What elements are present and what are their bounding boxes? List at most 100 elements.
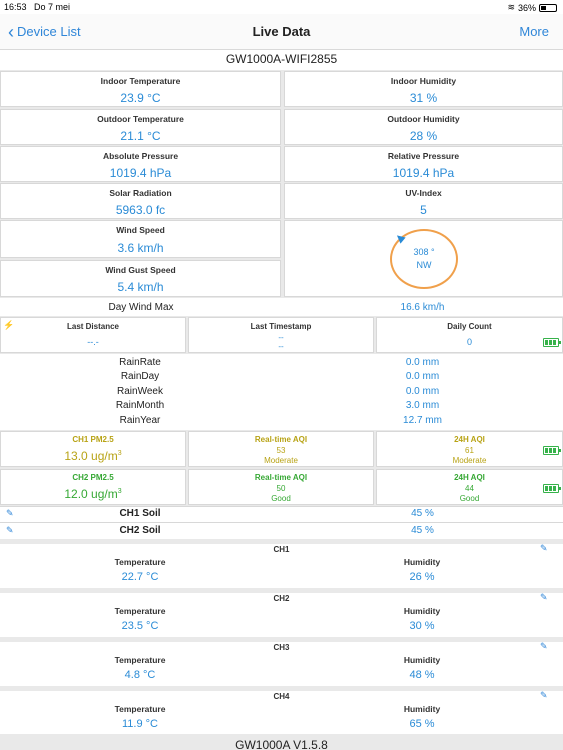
relative-pressure-cell: Relative Pressure 1019.4 hPa [284, 146, 563, 182]
label: Daily Count [447, 322, 492, 331]
firmware-version: GW1000A V1.5.8 [235, 738, 328, 750]
footer-background [0, 734, 563, 750]
rain-day-label: RainDay [120, 371, 160, 382]
value: 12.0 ug/m3 [1, 487, 185, 501]
humidity-value: 26 % [409, 571, 435, 583]
last-distance-cell: Last Distance --.- [0, 317, 186, 353]
divider [0, 522, 563, 523]
battery-percent: 36% [517, 2, 536, 13]
temperature-label: Temperature [114, 557, 166, 567]
label: Last Distance [66, 322, 120, 331]
battery-icon [543, 484, 561, 493]
temperature-label: Temperature [114, 655, 166, 665]
temperature-label: Temperature [114, 606, 166, 616]
ch2-24h-aqi-cell: 24H AQI 44 Good [376, 469, 563, 505]
back-label: Device List [17, 24, 81, 39]
indoor-temperature-cell: Indoor Temperature 23.9 °C [0, 71, 281, 107]
value: 5963.0 fc [115, 203, 166, 217]
status: Good [459, 494, 480, 503]
label: UV-Index [405, 188, 442, 198]
value: 23.9 °C [120, 91, 161, 105]
label: Real-time AQI [254, 473, 308, 482]
value: 28 % [409, 129, 438, 143]
temperature-value: 22.7 °C [121, 571, 159, 583]
edit-pencil-icon[interactable]: ✎ [6, 508, 14, 518]
humidity-value: 48 % [409, 669, 435, 681]
absolute-pressure-cell: Absolute Pressure 1019.4 hPa [0, 146, 281, 182]
wind-compass: 308 ° NW [388, 229, 460, 289]
status-bar: 16:53 Do 7 mei ≋ 36% [0, 0, 563, 14]
label: CH2 PM2.5 [72, 473, 114, 482]
indoor-humidity-cell: Indoor Humidity 31 % [284, 71, 563, 107]
label: Relative Pressure [387, 151, 460, 161]
value: 53 [276, 446, 286, 455]
channel-title: CH1 [273, 545, 290, 554]
humidity-label: Humidity [403, 704, 441, 714]
value: 0 [466, 337, 472, 347]
edit-pencil-icon[interactable]: ✎ [6, 525, 14, 535]
label: CH1 PM2.5 [72, 435, 114, 444]
section-gap [0, 539, 563, 544]
status: Moderate [452, 456, 487, 465]
label: Absolute Pressure [102, 151, 179, 161]
solar-radiation-cell: Solar Radiation 5963.0 fc [0, 183, 281, 219]
label: Last Timestamp [250, 322, 312, 331]
status: Good [271, 494, 291, 503]
label: Outdoor Temperature [97, 114, 184, 124]
ch1-24h-aqi-cell: 24H AQI 61 Moderate [376, 431, 563, 467]
edit-pencil-icon[interactable]: ✎ [540, 641, 548, 651]
divider [0, 506, 563, 507]
unit-exponent: 3 [117, 488, 122, 495]
rain-rate-value: 0.0 mm [405, 357, 440, 368]
humidity-value: 30 % [409, 620, 435, 632]
compass-ring [390, 229, 458, 289]
ch1-pm25-cell: CH1 PM2.5 13.0 ug/m3 [0, 431, 186, 467]
rain-year-value: 12.7 mm [403, 415, 442, 426]
wind-direction: NW [416, 260, 432, 270]
channel-title: CH4 [273, 692, 290, 701]
temperature-value: 11.9 °C [122, 718, 158, 730]
wind-degrees: 308 ° [413, 247, 435, 257]
ch2-realtime-aqi-cell: Real-time AQI 50 Good [188, 469, 374, 505]
day-wind-label: Day Wind Max [108, 302, 174, 313]
status: Moderate [264, 456, 298, 465]
lightning-icon: ⚡ [3, 320, 15, 330]
humidity-value: 65 % [409, 718, 435, 730]
ch1-realtime-aqi-cell: Real-time AQI 53 Moderate [188, 431, 374, 467]
label: 24H AQI [454, 435, 485, 444]
temperature-label: Temperature [114, 704, 166, 714]
humidity-label: Humidity [403, 655, 441, 665]
section-gap [0, 686, 563, 691]
edit-pencil-icon[interactable]: ✎ [540, 690, 548, 700]
pm-value: 12.0 ug/m [64, 487, 118, 501]
value: 1019.4 hPa [392, 166, 455, 180]
value: 1019.4 hPa [109, 166, 172, 180]
rain-week-value: 0.0 mm [405, 386, 440, 397]
rain-month-label: RainMonth [115, 400, 165, 411]
rain-rate-label: RainRate [119, 357, 161, 368]
more-button[interactable]: More [519, 24, 549, 39]
ch2-soil-label: CH2 Soil [119, 525, 161, 536]
temperature-value: 4.8 °C [124, 669, 156, 681]
daily-count-cell: Daily Count 0 [376, 317, 563, 353]
humidity-label: Humidity [403, 557, 441, 567]
value: 44 [465, 484, 474, 493]
value: 61 [465, 446, 474, 455]
edit-pencil-icon[interactable]: ✎ [540, 592, 548, 602]
ch1-soil-value: 45 % [411, 508, 434, 519]
back-button[interactable]: ‹ Device List [8, 23, 81, 41]
wifi-icon: ≋ [507, 2, 515, 12]
label: Real-time AQI [254, 435, 308, 444]
pm-value: 13.0 ug/m [64, 449, 118, 463]
value: 5.4 km/h [117, 280, 164, 294]
value: 3.6 km/h [117, 241, 164, 255]
edit-pencil-icon[interactable]: ✎ [540, 543, 548, 553]
value: 50 [276, 484, 286, 493]
battery-icon [543, 446, 561, 455]
rain-month-value: 3.0 mm [405, 400, 440, 411]
channel-title: CH2 [273, 594, 290, 603]
page-title: Live Data [252, 24, 311, 39]
label: Indoor Temperature [100, 76, 181, 86]
date: Do 7 mei [34, 2, 71, 12]
label: Outdoor Humidity [387, 114, 460, 124]
